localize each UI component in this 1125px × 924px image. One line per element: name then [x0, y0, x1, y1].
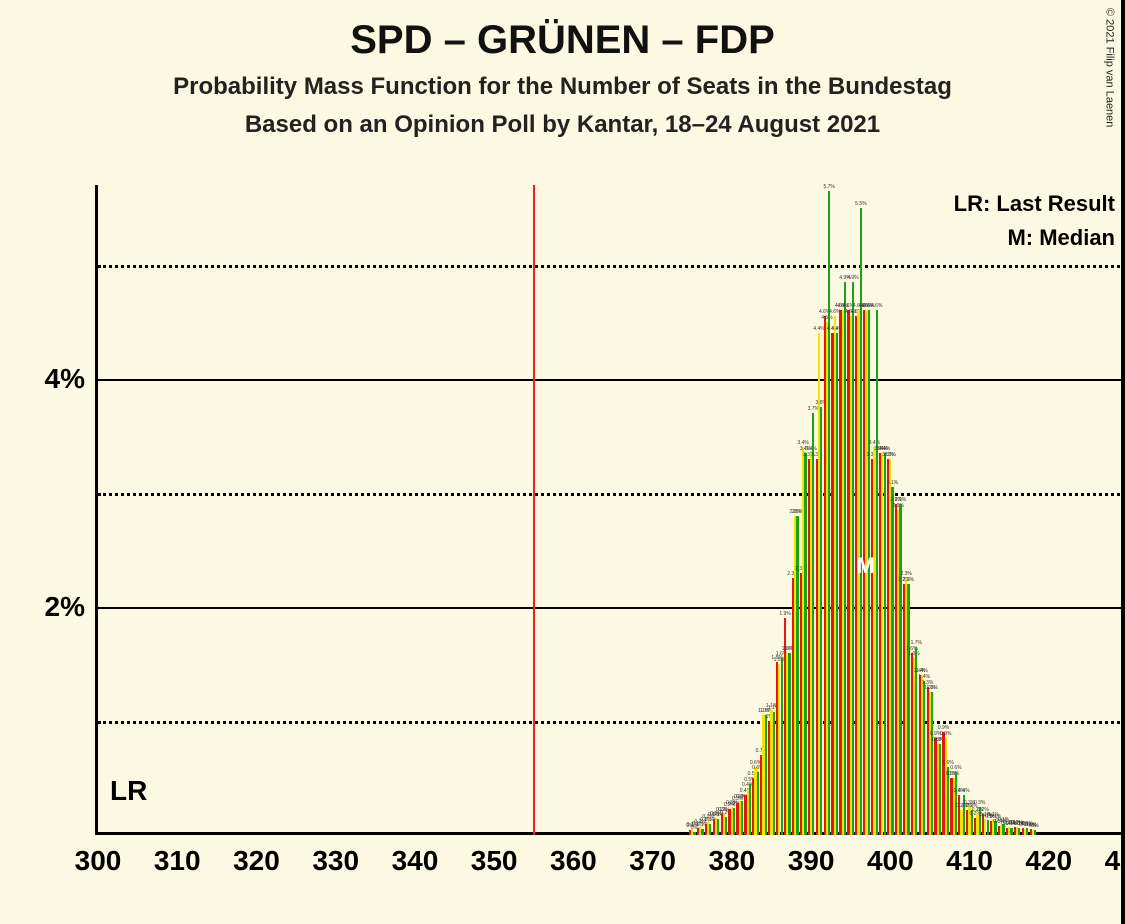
- x-tick-label: 420: [1025, 845, 1072, 877]
- bar-green: [844, 282, 846, 835]
- x-tick-label: 300: [75, 845, 122, 877]
- bar-green: [765, 715, 767, 835]
- bar-value-label: 1.3%: [926, 685, 937, 691]
- bar-value-label: 5.7%: [823, 184, 834, 190]
- bar-green: [741, 801, 743, 835]
- x-tick-label: 390: [788, 845, 835, 877]
- bar-green: [709, 824, 711, 835]
- bar-green: [931, 692, 933, 835]
- x-tick-label: 320: [233, 845, 280, 877]
- bar-value-label: 0%: [1032, 823, 1039, 829]
- legend-lr: LR: Last Result: [954, 191, 1115, 217]
- y-tick-label: 4%: [45, 363, 85, 395]
- y-tick-label: 2%: [45, 591, 85, 623]
- bar-value-label: 0.4%: [958, 788, 969, 794]
- bar-green: [812, 413, 814, 835]
- x-tick-label: 360: [550, 845, 597, 877]
- lr-line: [533, 185, 535, 835]
- grid-minor: [98, 721, 1125, 724]
- x-tick-label: 400: [867, 845, 914, 877]
- plot-area: LR: Last Result M: Median 2%4%3003103203…: [95, 185, 1125, 835]
- credit-text: © 2021 Filip van Laenen: [1103, 8, 1115, 127]
- bar-green: [891, 487, 893, 835]
- bar-green: [788, 653, 790, 835]
- bar-green: [987, 820, 989, 835]
- x-tick-label: 380: [708, 845, 755, 877]
- bar-green: [749, 784, 751, 835]
- bar-green: [1018, 828, 1020, 835]
- lr-label: LR: [110, 775, 147, 807]
- bar-green: [899, 504, 901, 835]
- bar-value-label: 4.5%: [821, 315, 832, 321]
- bar-green: [1026, 828, 1028, 835]
- bar-value-label: 1.7%: [911, 640, 922, 646]
- bar-green: [781, 658, 783, 835]
- bar-green: [884, 453, 886, 835]
- bar-green: [773, 712, 775, 835]
- bar-green: [876, 310, 878, 835]
- bar-green: [1010, 828, 1012, 835]
- grid-minor: [98, 493, 1125, 496]
- bar-green: [915, 647, 917, 835]
- x-tick-label: 350: [471, 845, 518, 877]
- grid-minor: [98, 265, 1125, 268]
- bar-green: [733, 808, 735, 835]
- bar-green: [907, 584, 909, 835]
- bar-value-label: 1.9%: [779, 611, 790, 617]
- x-tick-label: 330: [312, 845, 359, 877]
- chart-subtitle-2: Based on an Opinion Poll by Kantar, 18–2…: [0, 111, 1125, 139]
- x-tick-label: 340: [392, 845, 439, 877]
- bar-green: [1034, 830, 1036, 835]
- bar-green: [693, 832, 695, 835]
- chart-title: SPD – GRÜNEN – FDP: [0, 18, 1125, 63]
- x-tick-label: 310: [154, 845, 201, 877]
- bar-green: [717, 819, 719, 835]
- bar-value-label: 1.6%: [908, 651, 919, 657]
- bar-value-label: 0.5%: [948, 771, 959, 777]
- bar-green: [820, 407, 822, 835]
- bar-green: [828, 191, 830, 835]
- bar-value-label: 4.9%: [847, 275, 858, 281]
- bar-green: [725, 817, 727, 835]
- chart-subtitle-1: Probability Mass Function for the Number…: [0, 73, 1125, 101]
- bar-value-label: 5.5%: [855, 201, 866, 207]
- grid-major: [98, 607, 1125, 609]
- bar-green: [757, 772, 759, 835]
- median-marker: M: [857, 553, 875, 579]
- legend-m: M: Median: [954, 225, 1115, 251]
- bar-green: [860, 208, 862, 835]
- chart-area: LR: Last Result M: Median 2%4%3003103203…: [95, 185, 1125, 835]
- grid-major: [98, 379, 1125, 381]
- bar-green: [939, 744, 941, 835]
- bar-value-label: 3.3%: [885, 452, 896, 458]
- legend: LR: Last Result M: Median: [954, 191, 1115, 251]
- bar-value-label: 0.3%: [974, 800, 985, 806]
- bar-value-label: 2.9%: [893, 503, 904, 509]
- titles-block: SPD – GRÜNEN – FDP Probability Mass Func…: [0, 0, 1125, 139]
- bar-value-label: 4.6%: [871, 303, 882, 309]
- bar-green: [923, 681, 925, 835]
- bar-value-label: 3.1%: [887, 480, 898, 486]
- bar-value-label: 0.6%: [950, 765, 961, 771]
- bar-green: [796, 516, 798, 835]
- bar-green: [804, 453, 806, 835]
- bar-green: [836, 333, 838, 835]
- x-tick-label: 370: [629, 845, 676, 877]
- bar-value-label: 0.9%: [940, 731, 951, 737]
- bar-green: [852, 282, 854, 835]
- bar-value-label: 2.9%: [895, 497, 906, 503]
- bar-value-label: 2.2%: [903, 577, 914, 583]
- x-tick-label: 430: [1105, 845, 1125, 877]
- x-tick-label: 410: [946, 845, 993, 877]
- bar-green: [701, 829, 703, 835]
